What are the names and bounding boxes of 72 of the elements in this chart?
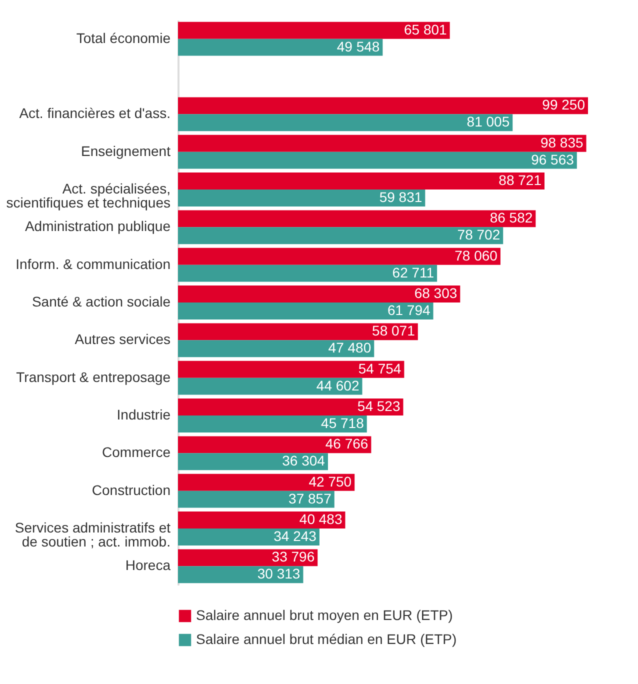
data-label: 62 711: [392, 264, 434, 280]
bar: [178, 416, 367, 432]
bar: [178, 398, 404, 416]
data-label: 86 582: [490, 210, 533, 226]
data-label: 96 563: [531, 151, 574, 168]
bar: [178, 210, 536, 228]
data-label: 65 801: [404, 21, 448, 38]
bar: [178, 97, 588, 114]
bar: [178, 114, 513, 132]
bar: [178, 549, 318, 566]
data-label: 49 548: [336, 38, 380, 54]
y-tick-label: Construction: [92, 482, 170, 498]
y-tick-label: Industrie: [116, 406, 171, 422]
bar: [178, 134, 586, 152]
data-label: 54 754: [358, 360, 402, 376]
data-label: 78 060: [454, 247, 498, 264]
data-label: 99 250: [542, 96, 586, 113]
y-tick-label: Enseignement: [80, 142, 171, 159]
y-tick-label: Act. spécialisées, scientifiques et techniques: [6, 180, 170, 210]
y-tick-label: Total économie: [76, 30, 171, 46]
data-label: 78 702: [457, 226, 500, 243]
bar: [178, 323, 418, 340]
data-label: 98 835: [540, 134, 584, 150]
bar: [178, 340, 374, 358]
y-tick-label: Transport & entreposage: [16, 368, 171, 385]
y-tick-label: Inform. & communication: [16, 256, 170, 272]
data-label: 59 831: [379, 188, 422, 205]
legend-label: Salaire annuel brut moyen en EUR (ETP): [196, 607, 453, 623]
bar: [178, 172, 545, 190]
data-label: 58 071: [372, 322, 416, 339]
data-label: 30 313: [257, 566, 300, 582]
y-tick-label: Santé & action sociale: [32, 294, 171, 310]
bar: [178, 152, 577, 169]
data-label: 44 602: [316, 377, 360, 394]
data-label: 81 005: [466, 114, 510, 130]
data-label: 61 794: [387, 302, 430, 318]
data-label: 88 721: [498, 172, 542, 188]
data-label: 45 718: [321, 414, 364, 431]
bar: [178, 512, 346, 528]
y-tick-label: Horeca: [125, 557, 171, 574]
data-label: 42 750: [308, 473, 352, 490]
data-label: 68 303: [414, 285, 458, 302]
bar: [178, 474, 355, 491]
bar: [178, 248, 500, 265]
legend-label: Salaire annuel brut médian en EUR (ETP): [196, 631, 457, 647]
bar: [178, 286, 460, 302]
bar: [178, 453, 328, 470]
bar: [178, 436, 372, 454]
data-label: 33 796: [272, 548, 315, 565]
y-tick-label: Services administratifs et de soutien ; act. immob.: [14, 520, 171, 550]
bar: [178, 264, 438, 282]
y-tick-label: Administration publique: [24, 218, 171, 234]
data-label: 40 483: [299, 511, 342, 528]
bar: [178, 360, 404, 378]
data-label: 34 243: [274, 528, 317, 544]
data-label: 46 766: [325, 436, 368, 452]
y-tick-label: Act. financières et d'ass.: [19, 105, 170, 122]
bar: [178, 38, 383, 56]
y-tick-label: Autres services: [74, 331, 170, 348]
data-label: 37 857: [288, 490, 332, 506]
data-label: 54 523: [357, 398, 400, 414]
bar: [178, 302, 434, 320]
bar: [178, 528, 320, 546]
bar: [178, 490, 334, 508]
bar: [178, 227, 504, 244]
data-label: 36 304: [282, 452, 326, 469]
bar: [178, 22, 450, 39]
data-label: 47 480: [328, 340, 372, 356]
bar: [178, 190, 426, 206]
bar: [178, 378, 362, 395]
bar: [178, 566, 304, 584]
y-tick-label: Commerce: [102, 444, 171, 460]
